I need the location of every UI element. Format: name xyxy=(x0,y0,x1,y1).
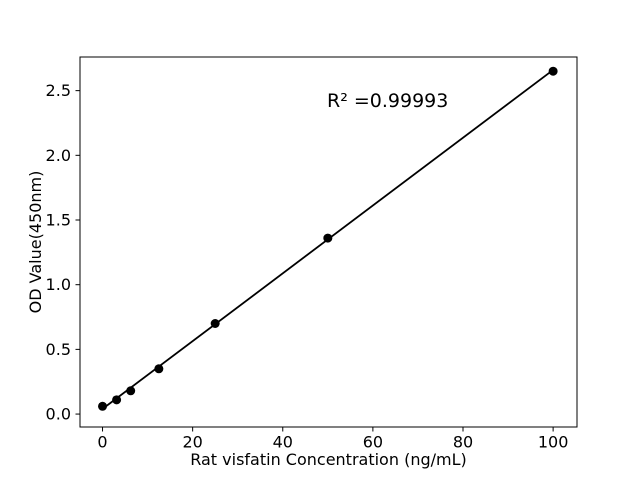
y-tick-label: 2.5 xyxy=(46,81,71,100)
x-tick-label: 100 xyxy=(538,433,569,452)
y-tick-label: 0.0 xyxy=(46,405,71,424)
y-tick-label: 1.0 xyxy=(46,275,71,294)
x-tick-label: 60 xyxy=(363,433,383,452)
data-point xyxy=(323,233,333,243)
data-point xyxy=(112,395,122,405)
x-axis-label: Rat visfatin Concentration (ng/mL) xyxy=(190,450,467,469)
data-point xyxy=(548,66,558,76)
x-tick-label: 40 xyxy=(273,433,293,452)
x-tick-label: 20 xyxy=(182,433,202,452)
data-point xyxy=(154,364,164,374)
y-tick-label: 0.5 xyxy=(46,340,71,359)
r-squared-annotation: R² =0.99993 xyxy=(327,90,449,112)
data-point xyxy=(98,401,108,411)
x-tick-label: 80 xyxy=(453,433,473,452)
x-tick-label: 0 xyxy=(97,433,107,452)
y-tick-label: 1.5 xyxy=(46,211,71,230)
plot-border xyxy=(79,56,578,428)
y-tick-label: 2.0 xyxy=(46,146,71,165)
data-point xyxy=(126,386,136,396)
data-point xyxy=(210,319,220,329)
y-axis-label: OD Value(450nm) xyxy=(26,170,45,314)
